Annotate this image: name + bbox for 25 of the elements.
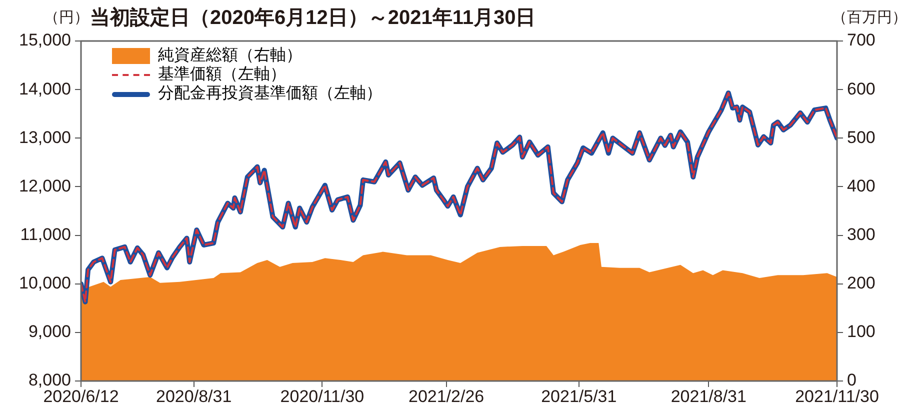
x-tick-label: 2020/8/31	[156, 386, 232, 406]
x-tick-label: 2021/8/31	[670, 386, 746, 406]
legend-label: 基準価額（左軸）	[158, 65, 286, 84]
chart-title: 当初設定日（2020年6月12日）～2021年11月30日	[90, 6, 536, 31]
y2-tick-label: 600	[847, 79, 876, 98]
y2-tick-label: 400	[847, 176, 876, 196]
y2-tick-label: 100	[847, 322, 876, 342]
y-tick-label: 9,000	[28, 322, 71, 342]
y2-tick-label: 500	[847, 128, 876, 147]
x-tick-label: 2021/2/26	[408, 386, 484, 406]
y-tick-label: 10,000	[19, 274, 71, 293]
x-tick-label: 2021/5/31	[541, 386, 617, 406]
y-tick-label: 14,000	[19, 79, 71, 98]
y2-tick-label: 200	[847, 274, 876, 293]
x-tick-label: 2020/11/30	[280, 386, 364, 406]
y2-tick-label: 300	[847, 224, 876, 244]
legend-label: 分配金再投資基準価額（左軸）	[158, 84, 382, 103]
y2-axis-title: （百万円）	[832, 8, 907, 27]
y-tick-label: 15,000	[19, 30, 71, 50]
y-axis-title: （円）	[44, 8, 89, 27]
y2-tick-label: 700	[847, 30, 876, 50]
y-tick-label: 13,000	[19, 128, 71, 147]
legend-label: 純資産総額（右軸）	[158, 46, 302, 65]
y-tick-label: 12,000	[19, 176, 71, 196]
y-tick-label: 11,000	[20, 224, 71, 244]
